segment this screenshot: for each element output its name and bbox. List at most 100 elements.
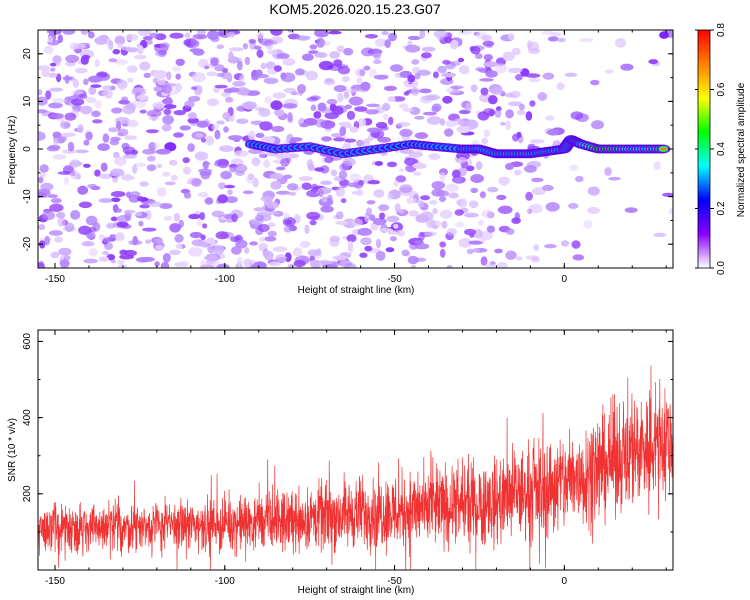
spectrogram-noise-blob bbox=[38, 224, 46, 231]
spectrogram-noise-blob bbox=[218, 182, 226, 190]
spectrogram-noise-blob bbox=[133, 54, 147, 60]
spectrogram-noise-blob bbox=[154, 261, 160, 267]
spectrogram-noise-blob bbox=[590, 79, 600, 86]
spectrogram-noise-blob bbox=[282, 103, 298, 109]
figure-title: KOM5.2026.020.15.23.G07 bbox=[269, 1, 440, 17]
spectrogram-noise-blob bbox=[457, 198, 468, 208]
spectrogram-noise-blob bbox=[125, 33, 139, 41]
spectrogram-noise-blob bbox=[46, 146, 60, 152]
spectrogram-noise-blob bbox=[318, 189, 324, 198]
spectrogram-noise-blob bbox=[64, 222, 75, 232]
spectrogram-noise-blob bbox=[340, 198, 347, 204]
spectrogram-noise-blob bbox=[88, 248, 98, 257]
spectrogram-noise-blob bbox=[505, 120, 511, 131]
spectrogram-noise-blob bbox=[62, 30, 76, 35]
spectrogram-noise-blob bbox=[304, 224, 310, 234]
spectrogram-noise-blob bbox=[270, 100, 283, 111]
y-tick-label: 400 bbox=[22, 409, 33, 426]
spectrogram-noise-blob bbox=[483, 54, 493, 61]
spectrogram-noise-blob bbox=[507, 67, 523, 74]
spectrogram-noise-blob bbox=[428, 200, 438, 205]
spectrogram-noise-blob bbox=[491, 86, 504, 96]
spectrogram-signal bbox=[244, 135, 671, 159]
spectrogram-noise-blob bbox=[419, 88, 432, 94]
spectrogram-noise-blob bbox=[227, 189, 233, 196]
spectrogram-noise-blob bbox=[464, 212, 479, 218]
spectrogram-noise-blob bbox=[398, 209, 405, 214]
spectrogram-noise-blob bbox=[129, 191, 141, 198]
spectrogram-noise-blob bbox=[344, 104, 352, 110]
spectrogram-noise-blob bbox=[146, 39, 153, 45]
spectrogram-noise-blob bbox=[83, 258, 98, 264]
spectrogram-noise-blob bbox=[407, 255, 419, 265]
spectrogram-noise-blob bbox=[542, 72, 555, 80]
spectrogram-noise-blob bbox=[168, 249, 181, 256]
spectrogram-noise-blob bbox=[263, 77, 279, 85]
spectrogram-noise-blob bbox=[411, 87, 420, 96]
spectrogram-noise-blob bbox=[374, 74, 389, 80]
spectrogram-noise-blob bbox=[336, 45, 345, 53]
spectrogram-noise-blob bbox=[330, 133, 343, 138]
spectrogram-noise-blob bbox=[70, 210, 81, 220]
spectrogram-noise-blob bbox=[91, 110, 101, 118]
spectrogram-noise-blob bbox=[108, 127, 119, 133]
spectrogram-noise-blob bbox=[332, 255, 348, 261]
spectrogram-noise-blob bbox=[457, 57, 465, 63]
spectrogram-noise-blob bbox=[547, 36, 559, 42]
spectrogram-noise-blob bbox=[439, 248, 446, 258]
spectrogram-noise-blob bbox=[187, 117, 200, 124]
spectrogram-noise-blob bbox=[653, 161, 661, 170]
spectrogram-noise-blob bbox=[57, 217, 66, 227]
spectrogram-noise-blob bbox=[194, 133, 204, 138]
spectrogram-noise-blob bbox=[518, 103, 525, 111]
snr-y-ticks: 200 400 600 bbox=[22, 333, 673, 533]
spectrogram-noise-blob bbox=[259, 150, 266, 159]
x-tick-label: -50 bbox=[387, 576, 402, 587]
spectrogram-noise-blob bbox=[440, 209, 453, 219]
spectrogram-noise-blob bbox=[120, 46, 132, 51]
spectrogram-noise-blob bbox=[470, 187, 479, 194]
spectrogram-noise-blob bbox=[431, 181, 446, 190]
spectrogram-noise-blob bbox=[108, 40, 114, 50]
spectrogram-noise-blob bbox=[156, 163, 162, 169]
spectrogram-noise-blob bbox=[404, 157, 418, 166]
spectrogram-noise-blob bbox=[216, 44, 225, 50]
spectrogram-noise-blob bbox=[81, 240, 95, 247]
spectrogram-noise-blob bbox=[144, 210, 152, 220]
spectrogram-noise-blob bbox=[454, 221, 465, 228]
spectrogram-noise-blob bbox=[48, 230, 63, 236]
spectrogram-noise-blob bbox=[421, 46, 436, 52]
spectrogram-noise-blob bbox=[228, 47, 244, 52]
spectrogram-noise-blob bbox=[659, 31, 669, 39]
spectrogram-noise-blob bbox=[111, 197, 121, 203]
spectrogram-noise-blob bbox=[456, 125, 471, 134]
spectrogram-noise-blob bbox=[260, 38, 274, 47]
spectrogram-noise-blob bbox=[72, 78, 80, 88]
spectrogram-noise-blob bbox=[116, 208, 122, 213]
spectrogram-noise-blob bbox=[587, 186, 600, 196]
spectrogram-noise-blob bbox=[214, 84, 228, 89]
spectrogram-noise-blob bbox=[470, 46, 481, 55]
spectrogram-noise-blob bbox=[324, 156, 334, 164]
spectrogram-noise-blob bbox=[102, 85, 113, 90]
spectrogram-noise-blob bbox=[59, 259, 70, 268]
spectrogram-noise-blob bbox=[187, 112, 198, 119]
spectrogram-noise-blob bbox=[346, 88, 358, 93]
spectrogram-noise-blob bbox=[114, 35, 126, 45]
signal-core bbox=[659, 147, 667, 151]
spectrogram-noise-blob bbox=[193, 241, 209, 247]
spectrogram-noise-blob bbox=[662, 192, 673, 197]
spectrogram-noise-blob bbox=[108, 58, 118, 63]
spectrogram-noise-blob bbox=[293, 260, 306, 268]
spectrogram-noise-blob bbox=[110, 216, 118, 222]
spectrogram-noise-blob bbox=[394, 203, 401, 213]
spectrogram-noise-blob bbox=[38, 89, 43, 96]
spectrogram-noise-blob bbox=[265, 61, 276, 70]
spectrogram-noise-blob bbox=[280, 72, 287, 80]
spectrogram-noise-blob bbox=[441, 72, 457, 78]
spectrogram-noise-blob bbox=[102, 133, 110, 143]
spectrogram-noise-blob bbox=[386, 193, 394, 201]
spectrogram-noise-blob bbox=[310, 183, 319, 194]
spectrogram-noise-blob bbox=[191, 72, 206, 83]
spectrogram-noise-blob bbox=[314, 30, 329, 38]
